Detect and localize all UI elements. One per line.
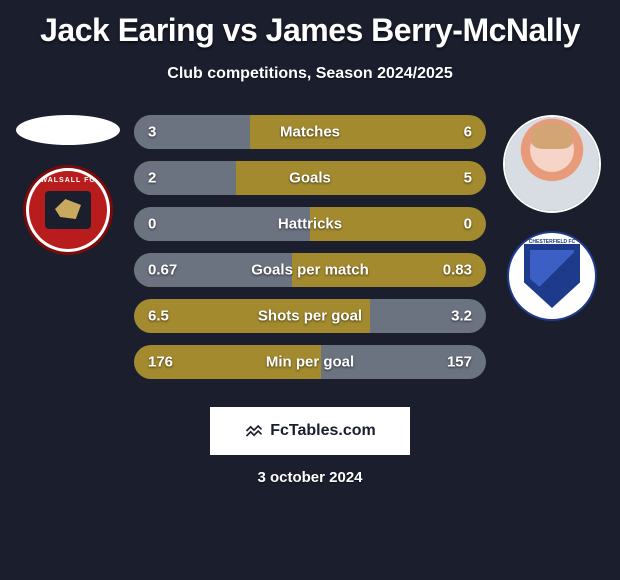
stat-value-left: 6.5 (148, 308, 169, 325)
walsall-text-top: WALSALL FC (29, 177, 107, 184)
stat-row: 176 Min per goal 157 (134, 345, 486, 379)
stat-value-left: 3 (148, 124, 156, 141)
stat-value-left: 176 (148, 354, 173, 371)
walsall-badge-inner: WALSALL FC (29, 171, 107, 249)
stat-value-left: 2 (148, 170, 156, 187)
walsall-bird-icon (45, 191, 91, 229)
right-player-column: CHESTERFIELD FC (492, 115, 612, 391)
comparison-content: WALSALL FC 3 Matches 6 2 Goals 5 0 Hattricks 0 0.… (0, 115, 620, 391)
stat-value-right: 6 (464, 124, 472, 141)
left-player-column: WALSALL FC (8, 115, 128, 391)
page-title: Jack Earing vs James Berry-McNally (0, 0, 620, 49)
branding-text: FcTables.com (270, 422, 376, 440)
date-label: 3 october 2024 (0, 469, 620, 486)
stat-label: Matches (280, 124, 340, 141)
stat-row: 2 Goals 5 (134, 161, 486, 195)
stat-value-left: 0 (148, 216, 156, 233)
stat-label: Hattricks (278, 216, 342, 233)
stat-value-right: 5 (464, 170, 472, 187)
stat-row: 6.5 Shots per goal 3.2 (134, 299, 486, 333)
player-left-placeholder (16, 115, 120, 145)
fctables-logo-icon (244, 421, 264, 441)
chesterfield-shield-icon (524, 244, 580, 308)
stat-value-left: 0.67 (148, 262, 177, 279)
stats-bars: 3 Matches 6 2 Goals 5 0 Hattricks 0 0.67 Goals per… (128, 115, 492, 391)
stat-label: Goals per match (251, 262, 369, 279)
club-logo-left: WALSALL FC (23, 165, 113, 255)
stat-value-right: 3.2 (451, 308, 472, 325)
stat-label: Goals (289, 170, 331, 187)
subtitle: Club competitions, Season 2024/2025 (0, 65, 620, 83)
stat-row: 0.67 Goals per match 0.83 (134, 253, 486, 287)
stat-label: Min per goal (266, 354, 354, 371)
stat-value-right: 157 (447, 354, 472, 371)
stat-row: 0 Hattricks 0 (134, 207, 486, 241)
branding-box: FcTables.com (210, 407, 410, 455)
club-logo-right: CHESTERFIELD FC (507, 231, 597, 321)
stat-value-right: 0 (464, 216, 472, 233)
stat-label: Shots per goal (258, 308, 362, 325)
player-right-photo (505, 117, 599, 211)
stat-value-right: 0.83 (443, 262, 472, 279)
stat-row: 3 Matches 6 (134, 115, 486, 149)
